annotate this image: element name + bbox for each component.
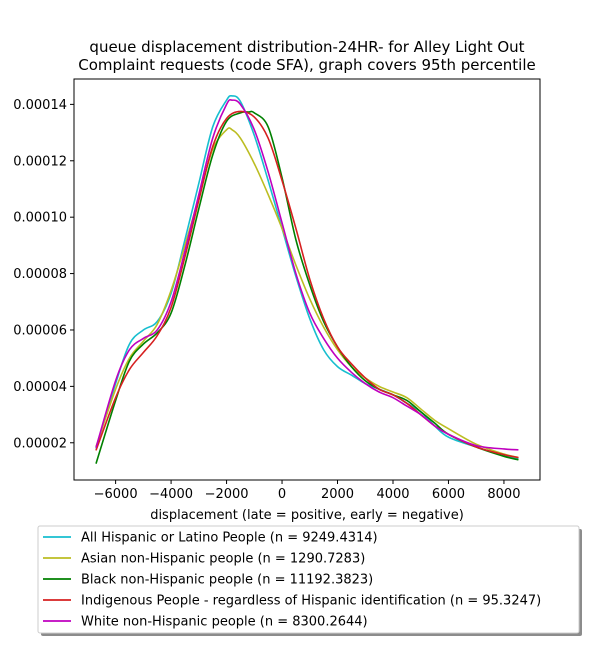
y-tick-label-4: 0.00010 xyxy=(13,211,67,226)
plot-series-group xyxy=(95,94,519,464)
plot-frame xyxy=(73,78,541,481)
legend-label-0: All Hispanic or Latino People (n = 9249.… xyxy=(81,531,378,546)
chart-title-line-2: Complaint requests (code SFA), graph cov… xyxy=(78,56,536,74)
x-tick-label-6: 6000 xyxy=(432,487,465,502)
chart-title-line-1: queue displacement distribution-24HR- fo… xyxy=(89,38,524,56)
y-tick-label-6: 0.00014 xyxy=(13,98,67,113)
x-axis-label: displacement (late = positive, early = n… xyxy=(150,508,464,523)
x-axis: −6000 −4000 −2000 0 2000 4000 6000 8000 xyxy=(94,480,520,502)
x-tick-label-4: 2000 xyxy=(321,487,354,502)
x-tick-label-3: 0 xyxy=(278,487,286,502)
x-tick-label-7: 8000 xyxy=(487,487,520,502)
legend-label-4: White non-Hispanic people (n = 8300.2644… xyxy=(81,615,368,630)
series-line-1 xyxy=(95,127,519,459)
x-tick-label-0: −6000 xyxy=(94,487,138,502)
series-line-4 xyxy=(95,99,519,451)
y-axis: 0.00002 0.00004 0.00006 0.00008 0.00010 0.000… xyxy=(13,98,74,451)
legend-label-1: Asian non-Hispanic people (n = 1290.7283… xyxy=(81,552,365,567)
series-line-3 xyxy=(95,110,519,459)
legend-box xyxy=(37,525,580,634)
x-tick-label-1: −4000 xyxy=(149,487,193,502)
y-tick-label-0: 0.00002 xyxy=(13,436,67,451)
legend-label-3: Indigenous People - regardless of Hispan… xyxy=(81,594,541,609)
series-line-2 xyxy=(95,110,519,464)
y-tick-label-3: 0.00008 xyxy=(13,267,67,282)
y-tick-label-5: 0.00012 xyxy=(13,154,67,169)
legend-label-2: Black non-Hispanic people (n = 11192.382… xyxy=(81,573,373,588)
x-tick-label-5: 4000 xyxy=(376,487,409,502)
y-tick-label-1: 0.00004 xyxy=(13,380,67,395)
y-tick-label-2: 0.00006 xyxy=(13,323,67,338)
x-tick-label-2: −2000 xyxy=(205,487,249,502)
legend-items: All Hispanic or Latino People (n = 9249.… xyxy=(43,531,541,630)
legend: All Hispanic or Latino People (n = 9249.… xyxy=(37,525,582,636)
